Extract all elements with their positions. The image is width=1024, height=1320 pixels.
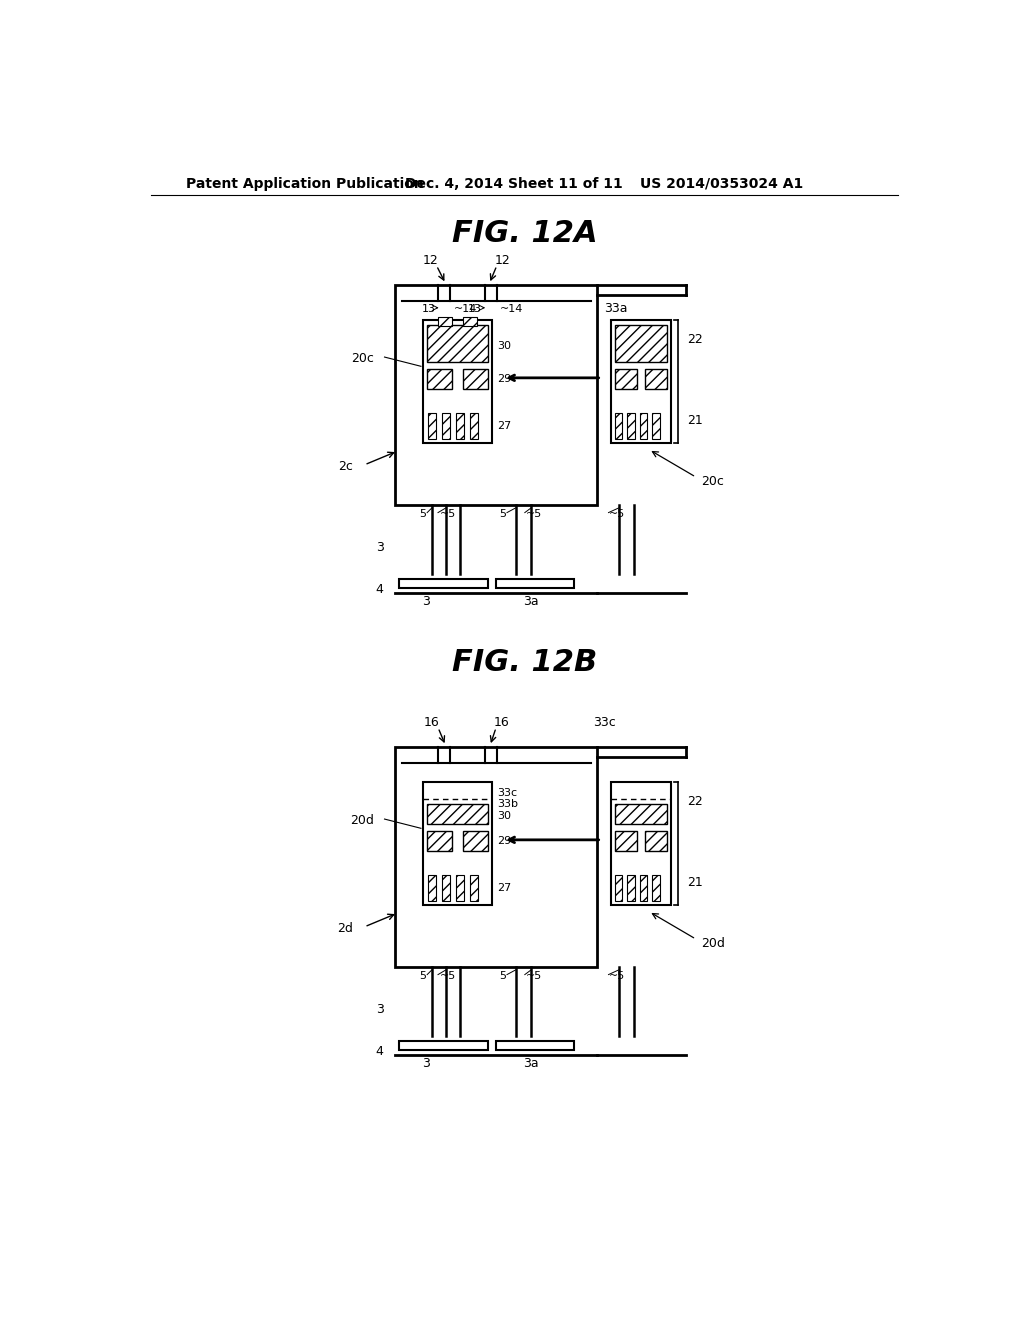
- Text: ~5: ~5: [525, 972, 542, 981]
- Bar: [645, 370, 667, 389]
- Bar: [442, 412, 450, 440]
- Text: 29: 29: [497, 375, 511, 384]
- Bar: [640, 875, 647, 902]
- Text: 2d: 2d: [337, 921, 352, 935]
- Text: 3: 3: [423, 594, 430, 607]
- Bar: [615, 832, 637, 851]
- Text: ~5: ~5: [609, 510, 626, 519]
- Text: ~5: ~5: [609, 972, 626, 981]
- Text: Patent Application Publication: Patent Application Publication: [186, 177, 424, 191]
- Text: 3: 3: [423, 1056, 430, 1069]
- Bar: [611, 321, 672, 444]
- Bar: [627, 412, 635, 440]
- Text: 5: 5: [500, 972, 506, 981]
- Text: Sheet 11 of 11: Sheet 11 of 11: [508, 177, 623, 191]
- Text: 5: 5: [420, 972, 426, 981]
- Bar: [428, 875, 435, 902]
- Text: 33c: 33c: [497, 788, 517, 797]
- Text: 22: 22: [687, 333, 702, 346]
- Text: 5: 5: [500, 510, 506, 519]
- Text: 29: 29: [497, 837, 511, 846]
- Bar: [645, 832, 667, 851]
- Bar: [652, 412, 659, 440]
- Text: 30: 30: [497, 810, 511, 821]
- Text: ~14: ~14: [500, 304, 523, 314]
- Text: ~14: ~14: [454, 304, 477, 314]
- Text: 3: 3: [376, 1003, 384, 1016]
- Bar: [652, 875, 659, 902]
- Bar: [615, 370, 637, 389]
- Bar: [427, 804, 487, 825]
- Text: 13: 13: [468, 304, 482, 314]
- Text: 30: 30: [497, 341, 511, 351]
- Bar: [427, 370, 452, 389]
- Text: 27: 27: [497, 883, 511, 894]
- Bar: [615, 326, 667, 363]
- Bar: [470, 412, 477, 440]
- Bar: [438, 317, 452, 326]
- Text: FIG. 12A: FIG. 12A: [452, 219, 598, 248]
- Bar: [423, 321, 493, 444]
- Bar: [456, 412, 464, 440]
- Text: 20c: 20c: [351, 352, 374, 366]
- Bar: [399, 579, 488, 589]
- Bar: [470, 875, 477, 902]
- Bar: [395, 285, 597, 506]
- Text: 4: 4: [376, 583, 384, 597]
- Bar: [428, 412, 435, 440]
- Bar: [463, 370, 487, 389]
- Bar: [627, 875, 635, 902]
- Text: 33c: 33c: [593, 717, 615, 730]
- Text: 3: 3: [376, 541, 384, 554]
- Text: 2c: 2c: [338, 459, 352, 473]
- Text: 33b: 33b: [497, 799, 518, 809]
- Bar: [463, 832, 487, 851]
- Bar: [427, 832, 452, 851]
- Bar: [463, 317, 477, 326]
- Bar: [395, 747, 597, 966]
- Text: 3a: 3a: [523, 1056, 539, 1069]
- Bar: [423, 781, 493, 906]
- Text: 12: 12: [422, 255, 438, 268]
- Bar: [442, 875, 450, 902]
- Text: 22: 22: [687, 795, 702, 808]
- Text: ~5: ~5: [439, 510, 456, 519]
- Bar: [611, 781, 672, 906]
- Text: 4: 4: [376, 1045, 384, 1059]
- Bar: [427, 326, 487, 363]
- Text: 33a: 33a: [604, 302, 628, 315]
- Text: 20d: 20d: [700, 937, 725, 950]
- Bar: [614, 412, 623, 440]
- Text: 21: 21: [687, 875, 702, 888]
- Bar: [496, 1040, 573, 1051]
- Bar: [456, 875, 464, 902]
- Text: Dec. 4, 2014: Dec. 4, 2014: [406, 177, 504, 191]
- Bar: [615, 804, 667, 825]
- Text: 21: 21: [687, 413, 702, 426]
- Text: US 2014/0353024 A1: US 2014/0353024 A1: [640, 177, 803, 191]
- Bar: [614, 875, 623, 902]
- Text: FIG. 12B: FIG. 12B: [453, 648, 597, 677]
- Text: 16: 16: [494, 717, 509, 730]
- Bar: [640, 412, 647, 440]
- Text: 20d: 20d: [350, 814, 374, 828]
- Text: ~5: ~5: [439, 972, 456, 981]
- Text: 3a: 3a: [523, 594, 539, 607]
- Text: 16: 16: [424, 717, 439, 730]
- Bar: [399, 1040, 488, 1051]
- Text: 12: 12: [495, 255, 510, 268]
- Text: ~5: ~5: [525, 510, 542, 519]
- Bar: [496, 579, 573, 589]
- Text: 27: 27: [497, 421, 511, 432]
- Text: 20c: 20c: [700, 475, 724, 488]
- Text: 5: 5: [420, 510, 426, 519]
- Text: 13: 13: [422, 304, 435, 314]
